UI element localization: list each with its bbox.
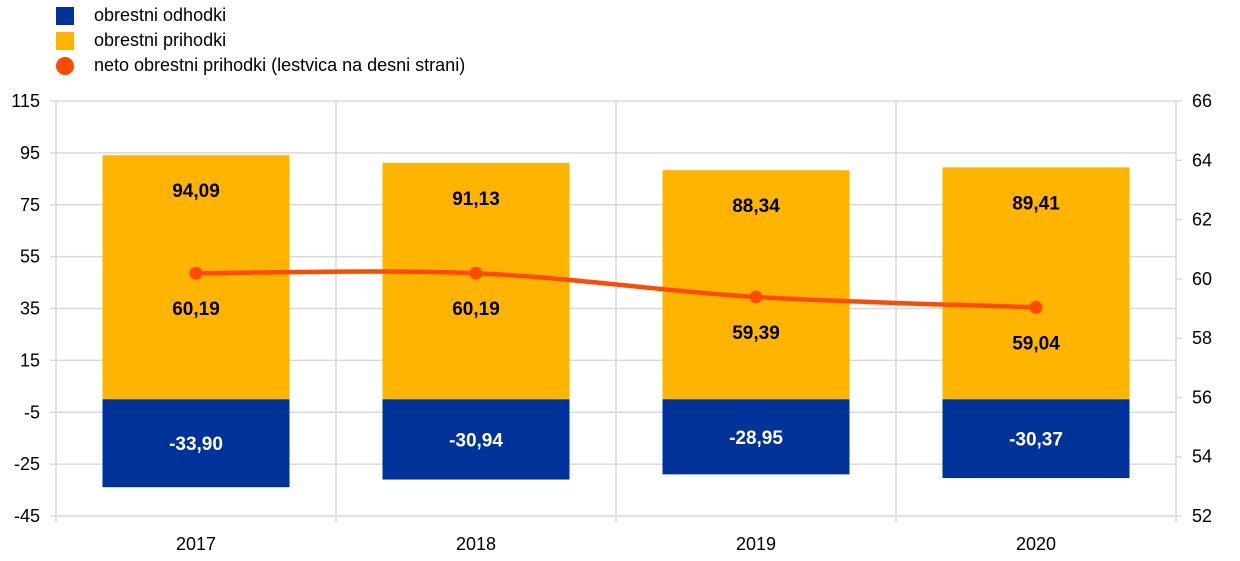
left-axis-tick-label: 55 — [20, 247, 40, 267]
net-income-point-2019 — [749, 290, 763, 304]
net-income-line — [193, 269, 1039, 310]
legend-item-net: neto obrestni prihodki (lestvica na desn… — [56, 53, 465, 78]
left-axis-tick-label: 115 — [11, 91, 40, 111]
bar-expenses-2019 — [662, 399, 850, 475]
bar-income-2019 — [662, 170, 850, 400]
legend-label-income: obrestni prihodki — [94, 30, 227, 50]
data-label-expenses-2017: -33,90 — [169, 434, 223, 455]
axes: 115 95 75 55 35 15 -5 -25 -45 66 64 62 60 58 56 54 52 201… — [11, 91, 1212, 554]
legend-item-expenses: obrestni odhodki — [56, 3, 465, 28]
bars — [102, 155, 1130, 488]
data-label-net-2017: 60,19 — [172, 299, 220, 320]
data-label-income-2019: 88,34 — [732, 196, 780, 217]
right-axis-tick-label: 54 — [1192, 447, 1212, 467]
bar-expenses-2018 — [382, 399, 570, 480]
right-axis-tick-label: 52 — [1192, 506, 1212, 526]
net-income-line-group — [189, 266, 1043, 314]
left-axis-tick-label: -45 — [14, 506, 40, 526]
data-label-expenses-2019: -28,95 — [729, 428, 783, 449]
data-label-income-2018: 91,13 — [452, 189, 500, 210]
legend: obrestni odhodki obrestni prihodki neto … — [56, 3, 465, 78]
x-axis-tick-label: 2020 — [1016, 534, 1056, 554]
right-axis-tick-label: 62 — [1192, 210, 1212, 230]
left-axis-tick-label: 95 — [20, 143, 40, 163]
bar-income-2018 — [382, 162, 570, 400]
data-label-income-2020: 89,41 — [1012, 193, 1060, 214]
bar-expenses-2017 — [102, 399, 290, 488]
legend-label-expenses: obrestni odhodki — [94, 5, 227, 25]
x-axis-tick-label: 2017 — [176, 534, 216, 554]
left-axis-tick-label: 75 — [20, 195, 40, 215]
bar-expenses-2020 — [942, 399, 1130, 479]
right-axis-tick-label: 66 — [1192, 91, 1212, 111]
left-axis-tick-label: -5 — [24, 402, 40, 422]
left-axis-tick-label: -25 — [14, 454, 40, 474]
right-axis-tick-label: 60 — [1192, 269, 1212, 289]
legend-marker-net — [56, 56, 74, 75]
left-axis-tick-label: 35 — [20, 299, 40, 319]
legend-label-net: neto obrestni prihodki (lestvica na desn… — [94, 55, 466, 75]
right-axis-tick-label: 64 — [1192, 150, 1212, 170]
data-label-net-2020: 59,04 — [1012, 333, 1060, 354]
bar-income-2020 — [942, 167, 1130, 400]
data-label-net-2018: 60,19 — [452, 299, 500, 320]
net-income-point-2017 — [189, 266, 203, 280]
data-label-expenses-2020: -30,37 — [1009, 430, 1063, 451]
net-income-point-2018 — [469, 266, 483, 280]
data-label-net-2019: 59,39 — [732, 323, 780, 344]
legend-swatch-income — [56, 31, 74, 50]
left-axis-tick-label: 15 — [20, 350, 40, 370]
data-labels: 94,09 -33,90 60,19 91,13 -30,94 60,19 88,34 -28… — [169, 181, 1063, 455]
data-label-income-2017: 94,09 — [172, 181, 220, 202]
legend-swatch-expenses — [56, 6, 74, 25]
legend-item-income: obrestni prihodki — [56, 28, 465, 53]
x-axis-tick-label: 2019 — [736, 534, 776, 554]
x-axis-tick-label: 2018 — [456, 534, 496, 554]
right-axis-tick-label: 58 — [1192, 328, 1212, 348]
data-label-expenses-2018: -30,94 — [449, 430, 503, 451]
net-income-point-2020 — [1029, 300, 1043, 314]
right-axis-tick-label: 56 — [1192, 387, 1212, 407]
